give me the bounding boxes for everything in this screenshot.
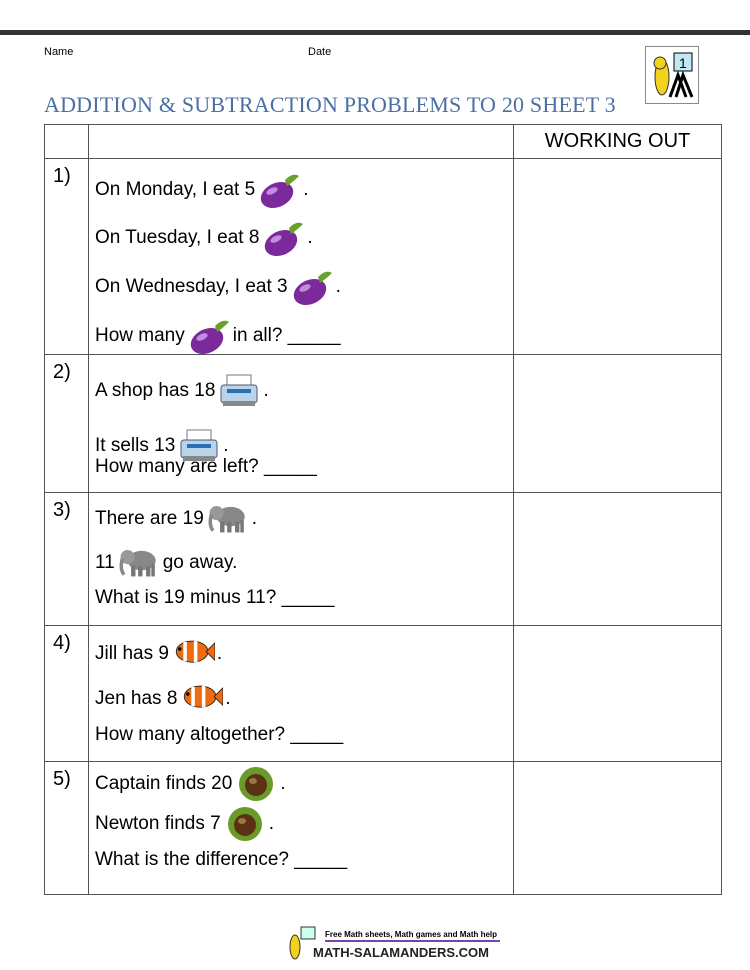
problem-question: There are 19. 11 go away. What is 19 minus … [88, 492, 514, 626]
problem-text: . [280, 773, 286, 794]
problem-line: Captain finds 20. [95, 764, 286, 804]
problem-line: What is the difference? _____ [95, 849, 347, 871]
problem-text: How many are left? _____ [95, 456, 317, 477]
problem-line: There are 19. [95, 499, 257, 539]
eggplant-icon [290, 267, 334, 307]
problem-line: On Tuesday, I eat 8. [95, 218, 313, 258]
problem-line: On Wednesday, I eat 3. [95, 267, 341, 307]
problem-number: 2) [44, 354, 89, 493]
problem-question: A shop has 18. It sells 13. How many are l… [88, 354, 514, 493]
svg-text:1: 1 [679, 55, 687, 71]
name-label: Name [44, 46, 74, 58]
problem-line: 11 go away. [95, 543, 237, 583]
problem-text: . [223, 435, 229, 456]
problem-row: 2) A shop has 18. It sells 13. How many are… [44, 354, 722, 493]
eggplant-icon [261, 218, 305, 258]
working-area[interactable] [513, 492, 722, 626]
problem-number: 3) [44, 492, 89, 626]
problem-text: There are 19 [95, 508, 204, 529]
problem-text: . [307, 227, 313, 248]
problem-line: Jen has 8. [95, 679, 231, 719]
chestnut-icon [223, 804, 267, 844]
problem-text: On Monday, I eat 5 [95, 179, 256, 200]
page-title: ADDITION & SUBTRACTION PROBLEMS TO 20 SH… [44, 92, 616, 117]
problem-line: What is 19 minus 11? _____ [95, 587, 334, 609]
problem-line: On Monday, I eat 5. [95, 170, 308, 210]
problem-row: 3) There are 19. 11 go away. What is 19 minu… [44, 492, 722, 626]
problem-text: How many [95, 325, 185, 346]
eggplant-icon [187, 316, 231, 356]
problem-question: On Monday, I eat 5. On Tuesday, I eat 8.O… [88, 158, 514, 356]
printer-icon [217, 371, 261, 411]
working-area[interactable] [513, 761, 722, 895]
problem-question: Captain finds 20. Newton finds 7. What is … [88, 761, 514, 895]
problem-text: On Tuesday, I eat 8 [95, 227, 260, 248]
problem-row: 5) Captain finds 20. Newton finds 7. What i… [44, 761, 722, 895]
problem-text: go away. [162, 552, 238, 573]
problem-line: Jill has 9. [95, 634, 222, 674]
problem-text: Newton finds 7 [95, 813, 221, 834]
problem-text: 11 [95, 552, 115, 573]
problem-text: It sells 13 [95, 435, 176, 456]
problem-question: Jill has 9. Jen has 8. How many altogether… [88, 625, 514, 762]
problem-number: 4) [44, 625, 89, 762]
elephant-icon [206, 499, 250, 539]
problem-text: in all? _____ [232, 325, 341, 346]
salamander-logo: 1 [645, 46, 699, 104]
problem-line: Newton finds 7. [95, 804, 274, 844]
problem-text: Captain finds 20 [95, 773, 233, 794]
problem-line: It sells 13. [95, 426, 229, 466]
svg-text:MATH-SALAMANDERS.COM: MATH-SALAMANDERS.COM [313, 945, 489, 960]
footer-logo: Free Math sheets, Math games and Math he… [285, 925, 505, 961]
problems-table: WORKING OUT 1) On Monday, I eat 5. On Tues… [44, 124, 722, 895]
working-area[interactable] [513, 158, 722, 355]
working-area[interactable] [513, 354, 722, 493]
problem-text: Jill has 9 [95, 643, 169, 664]
problem-text: . [303, 179, 309, 200]
problem-text: How many altogether? _____ [95, 724, 344, 745]
clownfish-icon [179, 679, 224, 719]
date-label: Date [308, 46, 332, 58]
printer-icon [177, 426, 221, 466]
problem-line: How many altogether? _____ [95, 724, 343, 746]
working-out-header: WORKING OUT [513, 124, 722, 159]
problem-text: . [268, 813, 274, 834]
problem-text: . [251, 508, 258, 529]
problem-text: . [216, 643, 223, 664]
problem-text: . [263, 380, 269, 401]
eggplant-icon [257, 170, 301, 210]
problem-row: 1) On Monday, I eat 5. On Tuesday, I eat 8… [44, 158, 722, 356]
problem-text: Jen has 8 [95, 688, 178, 709]
problem-number: 1) [44, 158, 89, 355]
svg-text:Free Math sheets, Math games a: Free Math sheets, Math games and Math he… [325, 930, 497, 939]
elephant-icon [117, 543, 161, 583]
problem-line: A shop has 18. [95, 371, 269, 411]
working-area[interactable] [513, 625, 722, 762]
problem-text: What is the difference? _____ [95, 849, 348, 870]
top-border [0, 30, 750, 35]
problem-text: A shop has 18 [95, 380, 216, 401]
problem-line: How many in all? _____ [95, 316, 341, 356]
problem-line: How many are left? _____ [95, 456, 317, 478]
clownfish-icon [171, 634, 216, 674]
problem-text: What is 19 minus 11? _____ [95, 587, 335, 608]
problem-number: 5) [44, 761, 89, 895]
problem-row: 4) Jill has 9. Jen has 8. How many altogeth… [44, 625, 722, 762]
problem-text: On Wednesday, I eat 3 [95, 276, 288, 297]
chestnut-icon [234, 764, 278, 804]
problem-text: . [225, 688, 231, 709]
problem-text: . [335, 276, 341, 297]
